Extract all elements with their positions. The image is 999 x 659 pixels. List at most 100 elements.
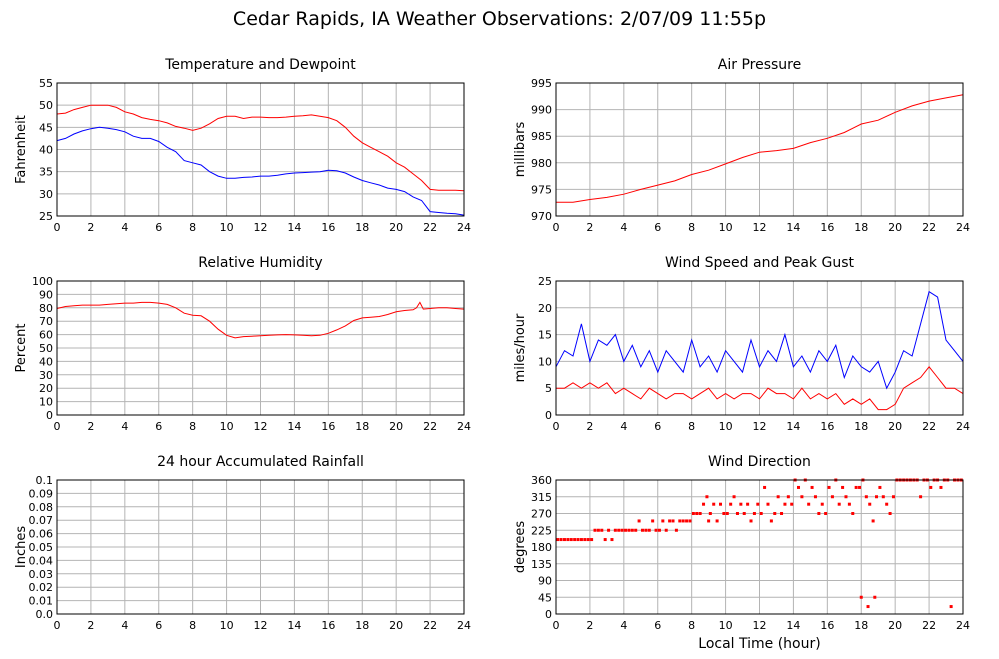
wind-direction-point — [841, 485, 845, 489]
wind-direction-point — [742, 512, 746, 515]
wind-direction-point — [702, 502, 706, 506]
wind-direction-point — [807, 502, 811, 506]
wind-direction-point — [708, 512, 712, 515]
wind-direction-point — [875, 495, 879, 499]
wind-direction-point — [725, 512, 729, 515]
wind-direction-point — [562, 538, 566, 542]
accumulated-rainfall-xtick-label: 2 — [87, 619, 94, 632]
accumulated-rainfall-xtick-label: 22 — [423, 619, 437, 632]
air-pressure-xtick-label: 10 — [719, 221, 733, 234]
accumulated-rainfall-ytick-label: 0.04 — [29, 554, 54, 567]
wind-direction-point — [866, 605, 870, 609]
accumulated-rainfall-ytick-label: 0.0 — [36, 608, 54, 621]
wind-speed-gust-xtick-label: 20 — [888, 420, 902, 433]
temp-dewpoint-ylabel: Fahrenheit — [14, 115, 29, 184]
accumulated-rainfall-ytick-label: 0.08 — [29, 501, 54, 514]
wind-direction-ytick-label: 180 — [531, 541, 552, 554]
wind-direction-ytick-label: 45 — [538, 591, 552, 604]
wind-direction-point — [949, 605, 953, 609]
wind-direction-point — [613, 528, 617, 532]
temp-dewpoint-ytick-label: 55 — [39, 77, 53, 90]
air-pressure-xtick-label: 16 — [820, 221, 834, 234]
wind-direction-point — [739, 502, 743, 506]
wind-direction-xtick-label: 14 — [786, 619, 800, 632]
wind-direction-point — [766, 502, 770, 506]
air-pressure-xtick-label: 12 — [753, 221, 767, 234]
wind-direction-point — [590, 538, 594, 542]
wind-direction-point — [664, 528, 668, 532]
wind-direction-point — [729, 502, 733, 506]
wind-direction-point — [837, 502, 841, 506]
air-pressure-ytick-label: 970 — [531, 210, 552, 223]
accumulated-rainfall-xtick-label: 10 — [220, 619, 234, 632]
wind-direction-point — [939, 485, 943, 489]
wind-speed-gust-series-line — [555, 290, 964, 390]
wind-direction-xtick-label: 4 — [620, 619, 627, 632]
temp-dewpoint-xtick-label: 12 — [254, 221, 268, 234]
accumulated-rainfall-xtick-label: 12 — [254, 619, 268, 632]
relative-humidity-xtick-label: 18 — [355, 420, 369, 433]
accumulated-rainfall-ytick-label: 0.07 — [29, 514, 54, 527]
wind-direction-point — [864, 495, 868, 499]
temp-dewpoint-xtick-label: 14 — [287, 221, 301, 234]
wind-direction-ytick-label: 0 — [545, 608, 552, 621]
wind-direction-point — [786, 495, 790, 499]
wind-direction-point — [583, 538, 587, 542]
accumulated-rainfall-ytick-label: 0.02 — [29, 581, 54, 594]
accumulated-rainfall-ytick-label: 0.09 — [29, 487, 54, 500]
wind-direction-xlabel: Local Time (hour) — [698, 636, 820, 652]
wind-direction-point — [749, 519, 753, 523]
accumulated-rainfall-xtick-label: 16 — [321, 619, 335, 632]
wind-direction-point — [712, 502, 716, 506]
air-pressure-xtick-label: 18 — [854, 221, 868, 234]
air-pressure-xtick-label: 24 — [956, 221, 970, 234]
relative-humidity-ytick-label: 60 — [39, 329, 53, 342]
accumulated-rainfall-ytick-label: 0.05 — [29, 541, 54, 554]
wind-direction-point — [763, 485, 767, 489]
relative-humidity-xtick-label: 8 — [189, 420, 196, 433]
accumulated-rainfall-ytick-label: 0.01 — [29, 595, 54, 608]
wind-speed-gust-title: Wind Speed and Peak Gust — [665, 255, 854, 271]
wind-speed-gust-xtick-label: 16 — [820, 420, 834, 433]
temp-dewpoint-ytick-label: 40 — [39, 144, 53, 157]
wind-speed-gust-ytick-label: 10 — [538, 355, 552, 368]
air-pressure-ytick-label: 975 — [531, 183, 552, 196]
temp-dewpoint-xtick-label: 8 — [189, 221, 196, 234]
temp-dewpoint-series-line — [56, 126, 465, 216]
wind-direction-point — [813, 495, 817, 499]
wind-direction-point — [573, 538, 577, 542]
air-pressure-xtick-label: 6 — [654, 221, 661, 234]
temp-dewpoint-xtick-label: 0 — [54, 221, 61, 234]
wind-direction-point — [919, 495, 923, 499]
air-pressure-xtick-label: 0 — [553, 221, 560, 234]
wind-direction-point — [773, 512, 777, 515]
wind-direction-point — [640, 528, 644, 532]
wind-direction-point — [674, 528, 678, 532]
wind-direction-point — [661, 519, 665, 523]
air-pressure-xtick-label: 2 — [586, 221, 593, 234]
wind-direction-point — [586, 538, 590, 542]
wind-direction-point — [817, 512, 821, 515]
wind-direction-point — [695, 512, 699, 515]
accumulated-rainfall-xtick-label: 18 — [355, 619, 369, 632]
wind-direction-point — [671, 519, 675, 523]
wind-direction-point — [556, 538, 560, 542]
wind-direction-point — [566, 538, 570, 542]
accumulated-rainfall-title: 24 hour Accumulated Rainfall — [157, 454, 364, 470]
wind-direction-point — [827, 485, 831, 489]
wind-direction-xtick-label: 12 — [753, 619, 767, 632]
air-pressure-frame — [555, 82, 964, 217]
relative-humidity-title: Relative Humidity — [198, 255, 322, 271]
relative-humidity-ylabel: Percent — [14, 324, 29, 373]
wind-direction-xtick-label: 6 — [654, 619, 661, 632]
wind-direction-ytick-label: 135 — [531, 558, 552, 571]
wind-direction-point — [752, 512, 756, 515]
wind-direction-ytick-label: 315 — [531, 491, 552, 504]
wind-direction-point — [630, 528, 634, 532]
wind-speed-gust-xtick-label: 4 — [620, 420, 627, 433]
wind-speed-gust-xtick-label: 8 — [688, 420, 695, 433]
wind-speed-gust-ytick-label: 5 — [545, 382, 552, 395]
wind-speed-gust-ytick-label: 0 — [545, 409, 552, 422]
wind-direction-xtick-label: 8 — [688, 619, 695, 632]
wind-direction-xtick-label: 22 — [922, 619, 936, 632]
